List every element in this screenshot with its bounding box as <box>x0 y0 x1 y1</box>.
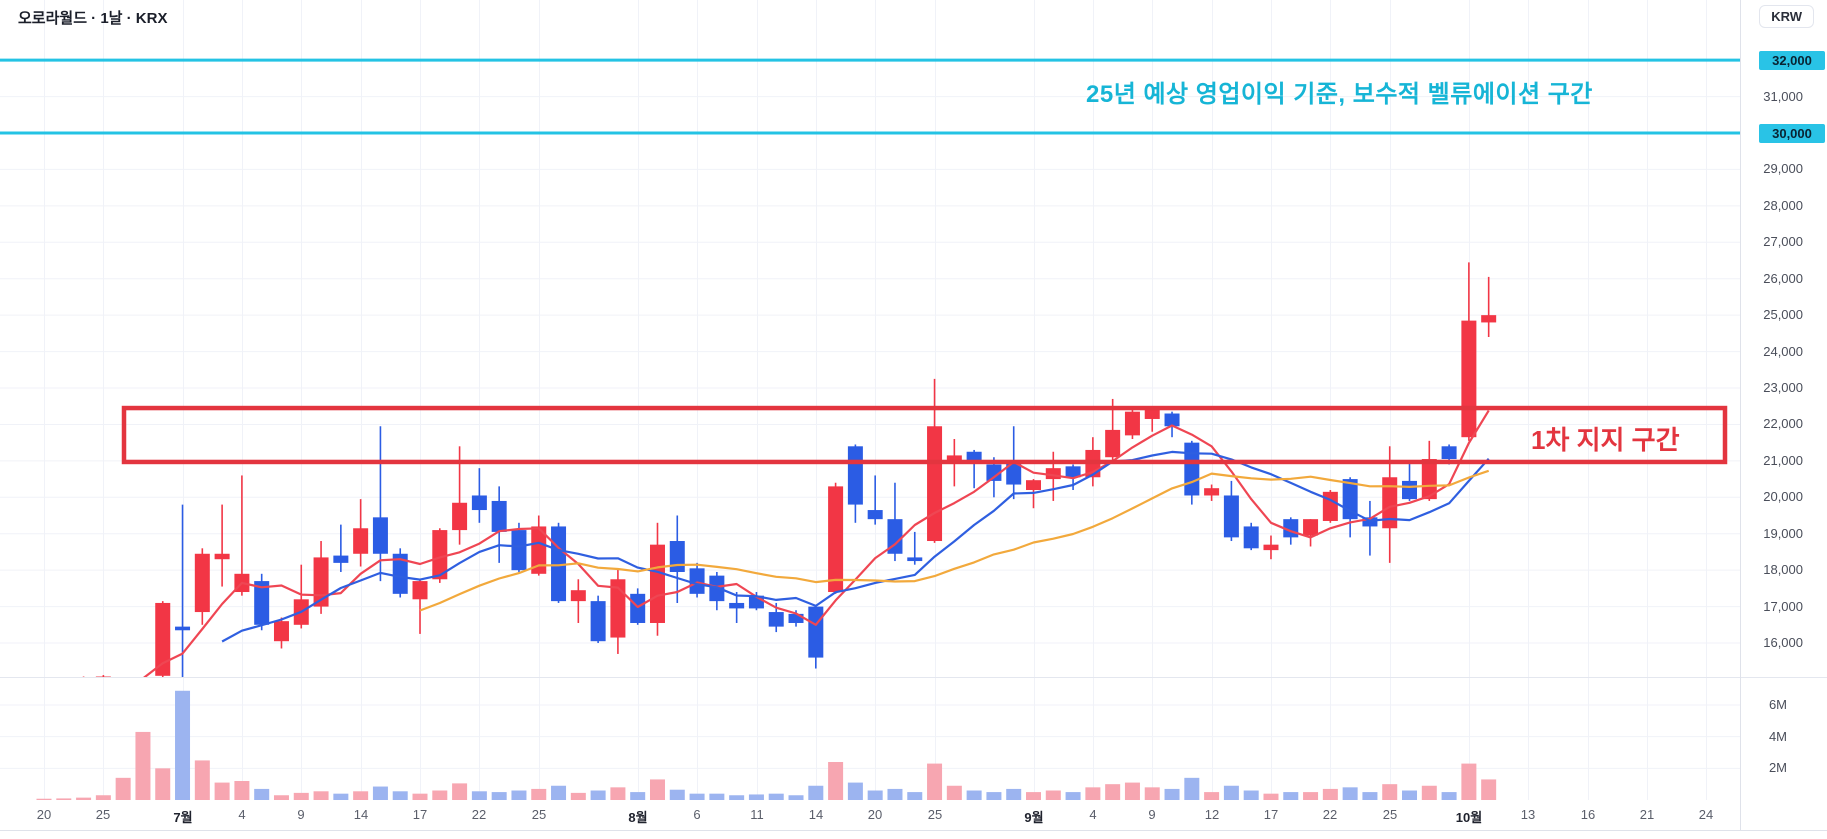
window-bottom-border <box>0 830 1827 831</box>
time-tick-label: 11 <box>750 807 764 822</box>
support-annotation-text[interactable]: 1차 지지 구간 <box>1531 425 1680 455</box>
price-tick-label: 27,000 <box>1763 234 1803 250</box>
time-tick-label: 17 <box>412 807 428 822</box>
time-tick-label: 20 <box>867 807 883 822</box>
price-tick-label: 20,000 <box>1763 489 1803 505</box>
time-tick-label: 17 <box>1263 807 1279 822</box>
time-month-label: 9월 <box>1024 810 1044 825</box>
time-month-label: 10월 <box>1455 810 1483 825</box>
price-tick-label: 19,000 <box>1763 525 1803 541</box>
price-tick-label: 21,000 <box>1763 452 1803 468</box>
valuation-annotation-text[interactable]: 25년 예상 영업이익 기준, 보수적 벨류에이션 구간 <box>1086 81 1593 108</box>
gridlines <box>0 0 1740 800</box>
time-tick-label: 16 <box>1580 807 1596 822</box>
price-tick-label: 22,000 <box>1763 416 1803 432</box>
time-tick-label: 24 <box>1698 807 1714 822</box>
moving-average-lines <box>123 410 1490 678</box>
price-line-label: 30,000 <box>1759 123 1825 143</box>
time-tick-label: 22 <box>471 807 487 822</box>
time-tick-label: 25 <box>927 807 943 822</box>
price-axis[interactable]: 32,000 31,000 30,000 29,000 28,000 27,000 26,0… <box>1740 0 1827 800</box>
price-tick-label: 18,000 <box>1763 562 1803 578</box>
price-tick-label: 25,000 <box>1763 307 1803 323</box>
price-tick-label: 26,000 <box>1763 270 1803 286</box>
price-chart-canvas[interactable] <box>0 0 1740 831</box>
time-tick-label: 13 <box>1520 807 1536 822</box>
volume-tick-label: 6M <box>1768 697 1787 713</box>
price-tick-label: 16,000 <box>1763 635 1803 651</box>
time-month-label: 8월 <box>628 810 648 825</box>
time-tick-label: 14 <box>808 807 824 822</box>
time-tick-label: 6 <box>693 807 701 822</box>
support-zone-box[interactable] <box>121 405 1728 465</box>
price-tick-label: 31,000 <box>1763 88 1803 104</box>
time-tick-label: 14 <box>353 807 369 822</box>
valuation-lines[interactable] <box>0 58 1740 135</box>
candles <box>62 262 1497 678</box>
time-tick-label: 25 <box>1382 807 1398 822</box>
time-tick-label: 4 <box>238 807 246 822</box>
time-axis[interactable]: 20 25 7월 4 9 14 17 22 25 8월 6 11 14 20 25 9월 4 9 12 17 22 25 1… <box>0 801 1740 831</box>
time-tick-label: 9 <box>297 807 305 822</box>
time-tick-label: 20 <box>36 807 52 822</box>
price-tick-label: 17,000 <box>1763 598 1803 614</box>
time-tick-label: 12 <box>1204 807 1220 822</box>
price-tick-label: 23,000 <box>1763 380 1803 395</box>
volume-bars <box>36 690 1497 800</box>
price-line-label: 32,000 <box>1759 50 1825 70</box>
volume-tick-label: 4M <box>1768 728 1787 744</box>
time-tick-label: 22 <box>1322 807 1338 822</box>
price-tick-label: 24,000 <box>1763 343 1803 359</box>
price-tick-label: 29,000 <box>1763 161 1803 177</box>
time-month-label: 7월 <box>173 810 193 825</box>
time-tick-label: 25 <box>531 807 547 822</box>
symbol-title[interactable]: 오로라월드 · 1날 · KRX <box>18 10 168 27</box>
time-tick-label: 4 <box>1089 807 1097 822</box>
price-tick-label: 28,000 <box>1763 197 1803 213</box>
time-tick-label: 21 <box>1639 807 1655 822</box>
time-tick-label: 25 <box>95 807 111 822</box>
time-tick-label: 9 <box>1148 807 1156 822</box>
pane-divider[interactable] <box>0 677 1827 678</box>
axis-separator <box>1740 0 1741 830</box>
currency-button[interactable]: KRW <box>1759 5 1814 28</box>
volume-tick-label: 2M <box>1768 760 1787 776</box>
